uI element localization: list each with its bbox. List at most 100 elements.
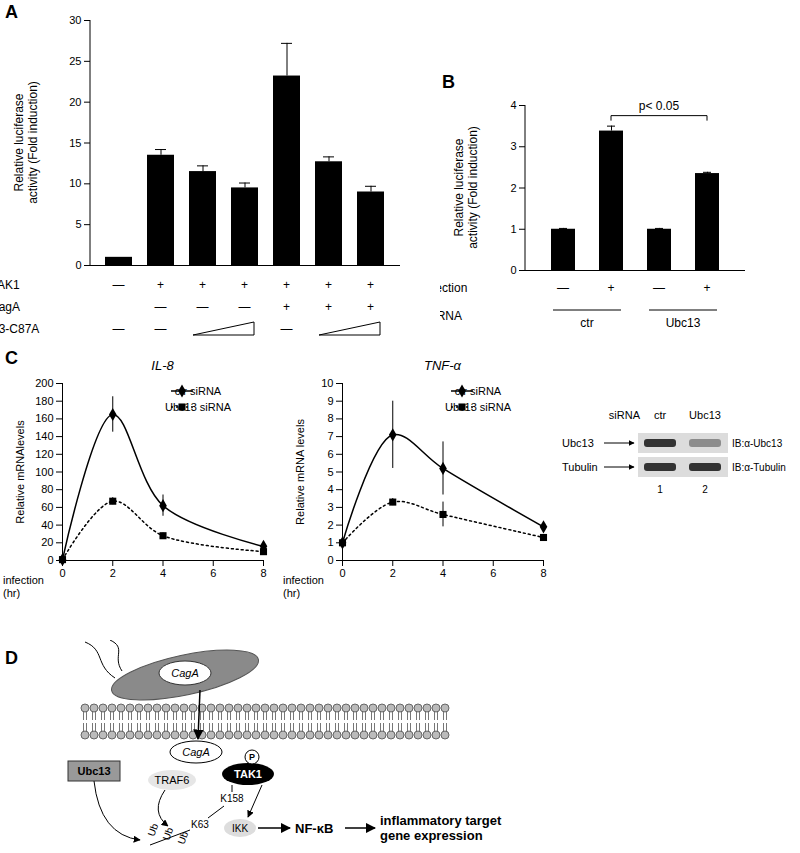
svg-text:9: 9 bbox=[327, 395, 333, 407]
svg-text:200: 200 bbox=[35, 377, 53, 389]
svg-text:—: — bbox=[281, 322, 293, 336]
svg-text:Relative luciferaseactivity (F: Relative luciferaseactivity (Fold induct… bbox=[12, 81, 40, 204]
svg-text:2: 2 bbox=[510, 182, 516, 194]
svg-text:+: + bbox=[283, 278, 290, 292]
svg-text:CagA: CagA bbox=[0, 300, 20, 314]
svg-text:+: + bbox=[157, 278, 164, 292]
svg-text:—: — bbox=[197, 300, 209, 314]
svg-text:—: — bbox=[557, 281, 569, 295]
svg-text:—: — bbox=[113, 278, 125, 292]
svg-text:1: 1 bbox=[327, 536, 333, 548]
svg-text:6: 6 bbox=[490, 567, 496, 579]
svg-text:—: — bbox=[653, 281, 665, 295]
svg-text:160: 160 bbox=[35, 412, 53, 424]
svg-text:ctr: ctr bbox=[580, 316, 593, 330]
svg-text:p< 0.05: p< 0.05 bbox=[639, 99, 680, 113]
svg-text:IB:α-Tubulin: IB:α-Tubulin bbox=[732, 462, 786, 473]
svg-text:Relative mRNA levels: Relative mRNA levels bbox=[294, 419, 306, 525]
svg-text:20: 20 bbox=[41, 536, 53, 548]
svg-text:+: + bbox=[199, 278, 206, 292]
svg-text:—: — bbox=[239, 300, 251, 314]
svg-text:TAK1: TAK1 bbox=[0, 278, 20, 292]
svg-text:siRNA: siRNA bbox=[440, 309, 462, 323]
svg-text:8: 8 bbox=[540, 567, 546, 579]
svg-text:Ubc13: Ubc13 bbox=[666, 316, 701, 330]
svg-text:—: — bbox=[155, 300, 167, 314]
svg-text:TAK1: TAK1 bbox=[234, 768, 262, 780]
svg-text:2: 2 bbox=[702, 484, 708, 495]
svg-text:K63: K63 bbox=[191, 819, 209, 830]
svg-text:8: 8 bbox=[327, 412, 333, 424]
svg-text:inflammatory targetgene expres: inflammatory targetgene expression bbox=[380, 813, 502, 843]
svg-text:Ubc13: Ubc13 bbox=[77, 765, 110, 777]
svg-text:Ubc13: Ubc13 bbox=[562, 437, 594, 449]
svg-text:+: + bbox=[283, 300, 290, 314]
svg-text:0: 0 bbox=[59, 567, 65, 579]
svg-text:8: 8 bbox=[260, 567, 266, 579]
svg-text:40: 40 bbox=[41, 519, 53, 531]
svg-text:TNF-α: TNF-α bbox=[424, 358, 462, 373]
svg-text:25: 25 bbox=[69, 55, 81, 67]
svg-text:4: 4 bbox=[160, 567, 166, 579]
svg-text:6: 6 bbox=[210, 567, 216, 579]
svg-text:Ubc13: Ubc13 bbox=[689, 409, 721, 421]
svg-text:100: 100 bbox=[35, 466, 53, 478]
svg-text:IKK: IKK bbox=[232, 823, 248, 834]
svg-text:0: 0 bbox=[75, 259, 81, 271]
svg-text:—: — bbox=[113, 322, 125, 336]
svg-text:10: 10 bbox=[321, 377, 333, 389]
svg-text:Ub: Ub bbox=[161, 825, 176, 841]
svg-text:0: 0 bbox=[339, 567, 345, 579]
svg-text:6: 6 bbox=[327, 448, 333, 460]
svg-text:10: 10 bbox=[69, 177, 81, 189]
svg-text:2: 2 bbox=[110, 567, 116, 579]
svg-text:+: + bbox=[241, 278, 248, 292]
svg-text:4: 4 bbox=[327, 483, 333, 495]
svg-text:30: 30 bbox=[69, 14, 81, 26]
svg-text:Ubc13 siRNA: Ubc13 siRNA bbox=[165, 401, 232, 413]
svg-text:Ubc13 siRNA: Ubc13 siRNA bbox=[445, 401, 512, 413]
svg-text:0: 0 bbox=[327, 554, 333, 566]
svg-text:Ubc13-C87A: Ubc13-C87A bbox=[0, 322, 39, 336]
svg-text:P: P bbox=[249, 752, 255, 762]
svg-text:infection: infection bbox=[440, 281, 467, 295]
svg-text:0: 0 bbox=[510, 264, 516, 276]
svg-text:180: 180 bbox=[35, 395, 53, 407]
svg-text:0: 0 bbox=[47, 554, 53, 566]
svg-text:siRNA: siRNA bbox=[609, 409, 641, 421]
svg-text:4: 4 bbox=[440, 567, 446, 579]
svg-text:1: 1 bbox=[510, 223, 516, 235]
svg-text:Ub: Ub bbox=[146, 821, 161, 837]
svg-text:—: — bbox=[155, 322, 167, 336]
svg-text:7: 7 bbox=[327, 430, 333, 442]
svg-text:5: 5 bbox=[75, 218, 81, 230]
svg-text:5: 5 bbox=[327, 466, 333, 478]
svg-text:60: 60 bbox=[41, 501, 53, 513]
svg-text:140: 140 bbox=[35, 430, 53, 442]
svg-text:2: 2 bbox=[390, 567, 396, 579]
svg-text:NF-κB: NF-κB bbox=[295, 821, 333, 836]
svg-text:Tubulin: Tubulin bbox=[562, 461, 598, 473]
svg-text:+: + bbox=[367, 300, 374, 314]
svg-text:Relative mRNAlevels: Relative mRNAlevels bbox=[14, 420, 26, 524]
svg-text:TRAF6: TRAF6 bbox=[155, 774, 190, 786]
svg-text:+: + bbox=[325, 278, 332, 292]
svg-text:IL-8: IL-8 bbox=[151, 358, 174, 373]
svg-text:ctr: ctr bbox=[654, 409, 667, 421]
svg-text:80: 80 bbox=[41, 483, 53, 495]
svg-text:120: 120 bbox=[35, 448, 53, 460]
svg-text:ctr siRNA: ctr siRNA bbox=[175, 385, 222, 397]
svg-text:3: 3 bbox=[510, 140, 516, 152]
svg-text:20: 20 bbox=[69, 96, 81, 108]
svg-text:4: 4 bbox=[510, 99, 516, 111]
svg-text:CagA: CagA bbox=[182, 746, 210, 758]
svg-text:CagA: CagA bbox=[171, 667, 199, 679]
svg-text:+: + bbox=[325, 300, 332, 314]
svg-text:Ub: Ub bbox=[176, 829, 191, 845]
svg-text:IB:α-Ubc13: IB:α-Ubc13 bbox=[732, 438, 783, 449]
svg-text:1: 1 bbox=[657, 484, 663, 495]
svg-text:+: + bbox=[703, 281, 710, 295]
svg-text:+: + bbox=[367, 278, 374, 292]
svg-text:2: 2 bbox=[327, 519, 333, 531]
svg-text:15: 15 bbox=[69, 137, 81, 149]
